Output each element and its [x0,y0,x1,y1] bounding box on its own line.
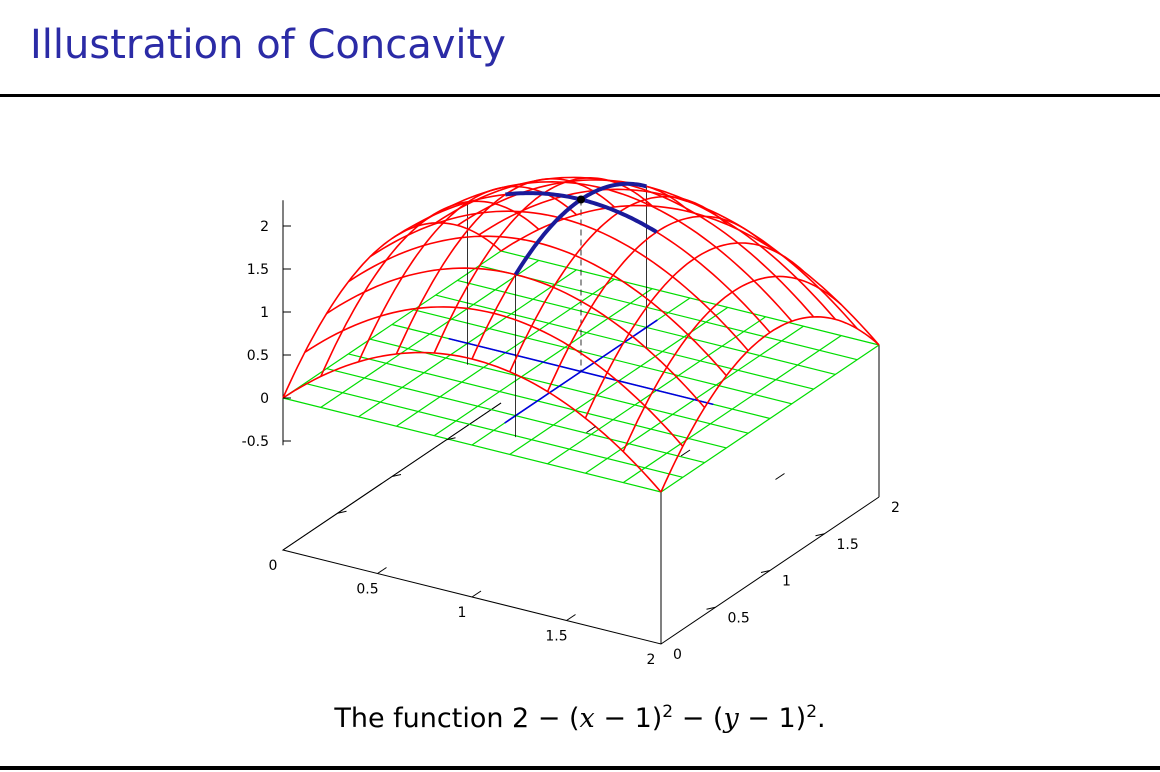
x-tick-label: 1.5 [545,629,567,645]
z-tick-label: 1.5 [247,262,269,278]
caption-minus-one-b: − 1) [738,703,807,734]
y-tick-back [391,474,402,477]
x-tick-label: 2 [647,652,656,668]
slide-title: Illustration of Concavity [30,22,506,68]
surface-line-y [478,188,858,330]
title-rule [0,94,1160,97]
base-grid-line-x [660,344,880,493]
y-tick-back [446,437,456,441]
surface-line-x [622,275,842,452]
y-tick [706,606,716,610]
highlight-curves [505,181,658,276]
x-tick [566,614,576,621]
y-tick-back [337,510,347,514]
caption-exponent-b: 2 [806,702,818,722]
caption-end: . [817,703,826,734]
caption-var-x: x [579,703,595,734]
x-tick-back [680,449,691,457]
x-tick-back [775,473,785,480]
x-tick-label: 0 [269,558,278,574]
z-tick-label: 0 [260,391,269,407]
base-grid-line-y [479,265,858,361]
caption-minus-one-a: − 1) [594,703,663,734]
caption-var-y: y [723,703,739,734]
y-tick-label: 0.5 [728,610,750,626]
surface-line-x [584,242,804,419]
base-projection-lines [448,186,714,438]
surface-line-y [347,235,728,377]
z-tick-label: -0.5 [242,434,269,450]
axis-tick-labels: -0.5 0 0.5 1 1.5 2 0 0.5 1 1.5 2 0 0.5 1 1.5 2 [242,219,900,668]
y-tick-label: 1 [782,574,791,590]
base-grid-line-x [622,335,842,484]
bottom-rule [0,766,1160,770]
surface-plot: -0.5 0 0.5 1 1.5 2 0 0.5 1 1.5 2 0 0.5 1 1.5 2 [242,176,900,668]
y-tick [815,533,825,537]
surface-line-y [500,204,880,346]
y-tick-label: 2 [891,500,900,516]
box-floor-edges [281,402,880,645]
y-tick [760,570,771,573]
surface-line-x [660,315,880,493]
base-grid-line-y [500,250,880,346]
x-tick-back [586,426,596,433]
caption-prefix: The function 2 − ( [334,703,580,734]
caption-mid: − ( [673,703,724,734]
x-tick [377,567,387,574]
y-tick-label: 0 [673,647,682,663]
z-tick-label: 0.5 [247,348,269,364]
caption-exponent-a: 2 [662,702,674,722]
z-tick-label: 1 [260,305,269,321]
peak-point [577,195,585,204]
surface-line-x [282,221,502,399]
axis-ticks [283,225,825,621]
x-tick-label: 1 [458,605,467,621]
x-tick [471,590,482,598]
surface-line-x [395,178,615,355]
x-tick-label: 0.5 [356,582,378,598]
y-tick-label: 1.5 [837,537,859,553]
figure-caption: The function 2 − (x − 1)2 − (y − 1)2. [0,702,1160,734]
z-tick-label: 2 [260,219,269,235]
